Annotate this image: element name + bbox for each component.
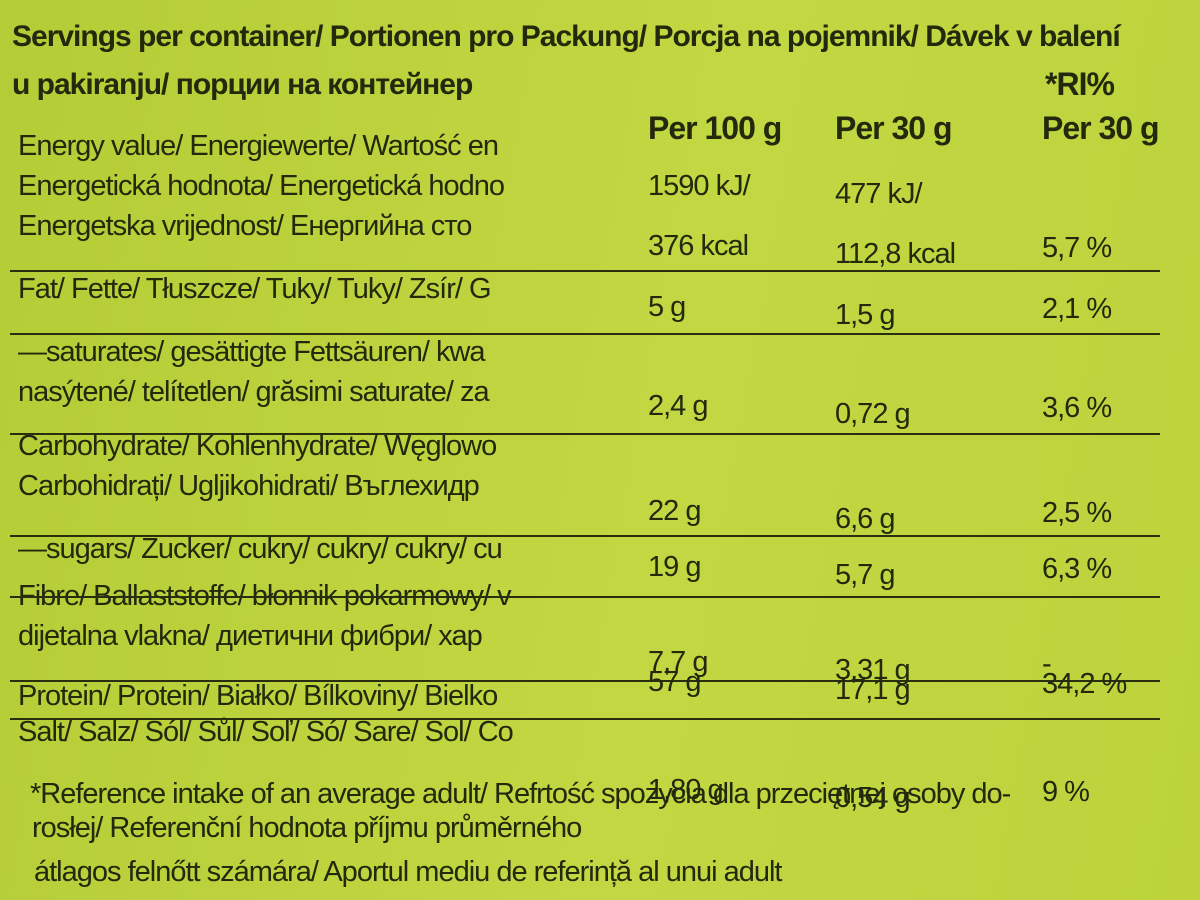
row-rule xyxy=(605,270,1160,272)
row-rule xyxy=(10,270,605,272)
row-rule xyxy=(605,333,1160,335)
row-label: Protein/ Protein/ Białko/ Bílkoviny/ Bie… xyxy=(18,680,498,712)
value-per-100g: 2,4 g xyxy=(648,390,708,422)
row-rule xyxy=(605,680,1160,682)
row-label: Energetická hodnota/ Energetická hodno xyxy=(18,170,505,202)
row-label: dijetalna vlakna/ диетични фибри/ хар xyxy=(18,620,483,652)
row-label: Energetska vrijednost/ Енергийна сто xyxy=(18,210,472,242)
value-per-30g: 0,54 g xyxy=(835,782,911,814)
value-per-30g: 1,5 g xyxy=(835,299,895,331)
value-per-100g: 7,7 g xyxy=(648,646,708,678)
row-rule xyxy=(10,333,605,335)
value-per-30g: 0,72 g xyxy=(835,398,911,430)
ri-header: *RI% xyxy=(1045,66,1115,102)
value-per-100g: 1590 kJ/ xyxy=(648,170,751,202)
footer-line: *Reference intake of an average adult/ R… xyxy=(30,778,1011,810)
row-rule xyxy=(10,718,605,720)
row-rule xyxy=(10,433,605,435)
value-per-100g: 376 kcal xyxy=(648,230,749,262)
row-label: Salt/ Salz/ Sól/ Sůl/ Soľ/ Só/ Sare/ Sol… xyxy=(18,716,514,748)
row-label: Energy value/ Energiewerte/ Wartość en xyxy=(18,130,499,162)
row-label: Carbohydrate/ Kohlenhydrate/ Węglowo xyxy=(18,430,497,462)
header-line: Servings per container/ Portionen pro Pa… xyxy=(12,20,1121,53)
value-per-30g: 17,1 g xyxy=(835,674,911,706)
row-label: nasýtené/ telítetlen/ grăsimi saturate/ … xyxy=(18,376,490,408)
value-per-30g: 112,8 kcal xyxy=(835,238,956,270)
value-ri: 3,6 % xyxy=(1042,392,1112,424)
value-ri: 9 % xyxy=(1042,776,1090,808)
value-ri: 2,5 % xyxy=(1042,497,1112,529)
row-rule xyxy=(605,596,1160,598)
footer-line: átlagos felnőtt számára/ Aportul mediu d… xyxy=(34,856,782,888)
row-label: —sugars/ Zucker/ cukry/ cukry/ cukry/ cu xyxy=(18,533,503,565)
row-rule xyxy=(605,718,1160,720)
row-rule xyxy=(605,433,1160,435)
row-rule xyxy=(605,535,1160,537)
value-per-30g: 3,31 g xyxy=(835,654,911,686)
value-per-100g: 19 g xyxy=(648,551,701,583)
value-ri: 6,3 % xyxy=(1042,553,1112,585)
column-header: Per 30 g xyxy=(835,110,953,146)
value-per-30g: 5,7 g xyxy=(835,559,895,591)
value-ri: 5,7 % xyxy=(1042,232,1112,264)
row-rule xyxy=(10,535,605,537)
label-column: Energy value/ Energiewerte/ Wartość en En… xyxy=(18,130,514,748)
value-ri: - xyxy=(1042,648,1052,680)
column-header: Per 30 g xyxy=(1042,110,1160,146)
value-per-30g: 6,6 g xyxy=(835,503,895,535)
value-per-100g: 1,80 g xyxy=(648,774,724,806)
value-ri: 34,2 % xyxy=(1042,668,1127,700)
row-label: —saturates/ gesättigte Fettsäuren/ kwa xyxy=(18,336,486,368)
value-per-100g: 22 g xyxy=(648,495,701,527)
row-rule xyxy=(10,680,605,682)
row-label: Fat/ Fette/ Tłuszcze/ Tuky/ Tuky/ Zsír/ … xyxy=(18,273,492,305)
row-label: Carbohidrați/ Ugljikohidrati/ Въглехидр xyxy=(18,470,480,502)
value-per-100g: 5 g xyxy=(648,291,686,323)
value-ri: 2,1 % xyxy=(1042,293,1112,325)
column-header: Per 100 g xyxy=(648,110,782,146)
header-line: u pakiranju/ порции на контейнер xyxy=(12,68,473,101)
value-per-30g: 477 kJ/ xyxy=(835,178,922,210)
value-per-100g: 57 g xyxy=(648,666,701,698)
row-rule xyxy=(10,596,605,598)
footer-line: rosłej/ Referenční hodnota příjmu průměr… xyxy=(32,812,582,844)
